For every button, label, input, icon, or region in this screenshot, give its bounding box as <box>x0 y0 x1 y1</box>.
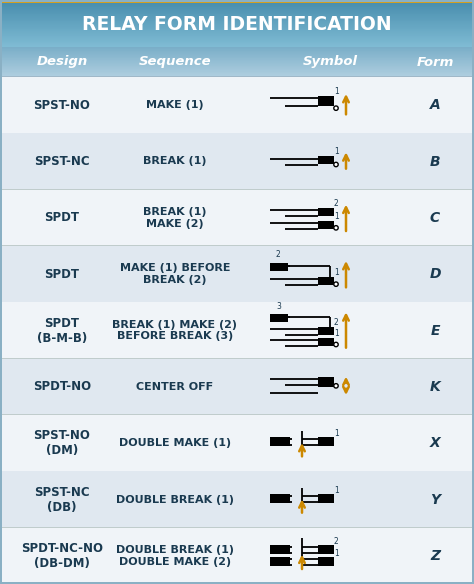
Bar <box>318 557 334 566</box>
Bar <box>0 19 474 20</box>
Bar <box>0 67 474 68</box>
Bar <box>0 36 474 38</box>
Bar <box>0 77 474 133</box>
Bar <box>0 64 474 65</box>
Bar <box>0 50 474 51</box>
Bar <box>0 359 474 415</box>
Bar <box>0 0 474 3</box>
Bar <box>0 12 474 13</box>
Bar <box>0 57 474 58</box>
Bar <box>318 221 334 229</box>
Bar <box>0 4 474 5</box>
Bar <box>0 8 474 10</box>
Text: 3: 3 <box>276 301 281 311</box>
Bar <box>0 67 474 68</box>
Bar <box>0 20 474 21</box>
Bar <box>0 29 474 31</box>
Text: DOUBLE MAKE (1): DOUBLE MAKE (1) <box>119 438 231 448</box>
Text: SPST-NO
(DM): SPST-NO (DM) <box>34 429 91 457</box>
Bar <box>0 49 474 50</box>
Bar <box>0 24 474 26</box>
Bar <box>0 29 474 30</box>
Bar <box>318 155 334 164</box>
Text: Design: Design <box>36 55 88 68</box>
Bar <box>0 74 474 75</box>
Text: Symbol: Symbol <box>302 55 357 68</box>
Text: 2: 2 <box>276 250 281 259</box>
Bar <box>0 22 474 23</box>
Bar <box>270 437 290 446</box>
Bar <box>0 415 474 471</box>
Bar <box>0 27 474 29</box>
Bar <box>0 57 474 58</box>
Text: Z: Z <box>430 549 440 563</box>
Text: SPDT
(B-M-B): SPDT (B-M-B) <box>37 317 87 345</box>
Bar <box>0 17 474 19</box>
Bar <box>0 58 474 59</box>
Bar <box>0 56 474 57</box>
Bar <box>0 16 474 18</box>
Bar <box>0 471 474 528</box>
Bar <box>318 326 334 335</box>
Bar <box>0 66 474 67</box>
Bar <box>318 208 334 216</box>
Bar <box>0 5 474 6</box>
Circle shape <box>334 162 338 166</box>
Bar <box>0 54 474 55</box>
Bar <box>0 62 474 63</box>
Bar <box>0 38 474 40</box>
Bar <box>0 52 474 53</box>
Bar <box>0 41 474 42</box>
Bar <box>0 53 474 54</box>
Bar <box>0 61 474 62</box>
Bar <box>270 545 290 554</box>
Bar <box>0 64 474 65</box>
Bar <box>318 377 334 387</box>
Bar <box>270 557 290 566</box>
Bar <box>0 39 474 40</box>
Bar <box>0 13 474 14</box>
Bar <box>0 11 474 12</box>
Bar <box>0 245 474 246</box>
Bar <box>270 263 288 271</box>
Text: MAKE (1): MAKE (1) <box>146 100 204 110</box>
Bar <box>0 0 2 584</box>
Bar <box>0 8 474 9</box>
Bar <box>0 75 474 76</box>
Bar <box>0 583 474 584</box>
Text: K: K <box>429 380 440 394</box>
Bar <box>0 34 474 35</box>
Bar <box>0 37 474 39</box>
Text: BREAK (1): BREAK (1) <box>143 157 207 166</box>
Bar <box>0 303 474 359</box>
Bar <box>0 55 474 56</box>
Text: DOUBLE BREAK (1)
DOUBLE MAKE (2): DOUBLE BREAK (1) DOUBLE MAKE (2) <box>116 545 234 566</box>
Text: 1: 1 <box>334 329 339 338</box>
Bar <box>0 25 474 26</box>
Bar <box>0 53 474 54</box>
Bar <box>0 48 474 49</box>
Bar <box>0 27 474 28</box>
Bar <box>0 60 474 61</box>
Bar <box>0 76 474 77</box>
Bar <box>0 6 474 7</box>
Bar <box>270 493 290 502</box>
Text: D: D <box>429 267 441 281</box>
Text: 1: 1 <box>334 549 339 558</box>
Bar <box>0 51 474 52</box>
Circle shape <box>334 225 338 230</box>
Text: 1: 1 <box>334 148 339 157</box>
Bar <box>0 41 474 43</box>
Bar <box>0 15 474 16</box>
Bar <box>0 55 474 57</box>
Bar <box>0 73 474 74</box>
Bar <box>0 32 474 33</box>
Bar <box>0 68 474 69</box>
Text: MAKE (1) BEFORE
BREAK (2): MAKE (1) BEFORE BREAK (2) <box>120 263 230 285</box>
Text: Y: Y <box>430 492 440 506</box>
Bar <box>0 54 474 55</box>
Bar <box>318 277 334 285</box>
Bar <box>0 358 474 359</box>
Text: SPST-NC: SPST-NC <box>34 155 90 168</box>
Text: RELAY FORM IDENTIFICATION: RELAY FORM IDENTIFICATION <box>82 16 392 34</box>
